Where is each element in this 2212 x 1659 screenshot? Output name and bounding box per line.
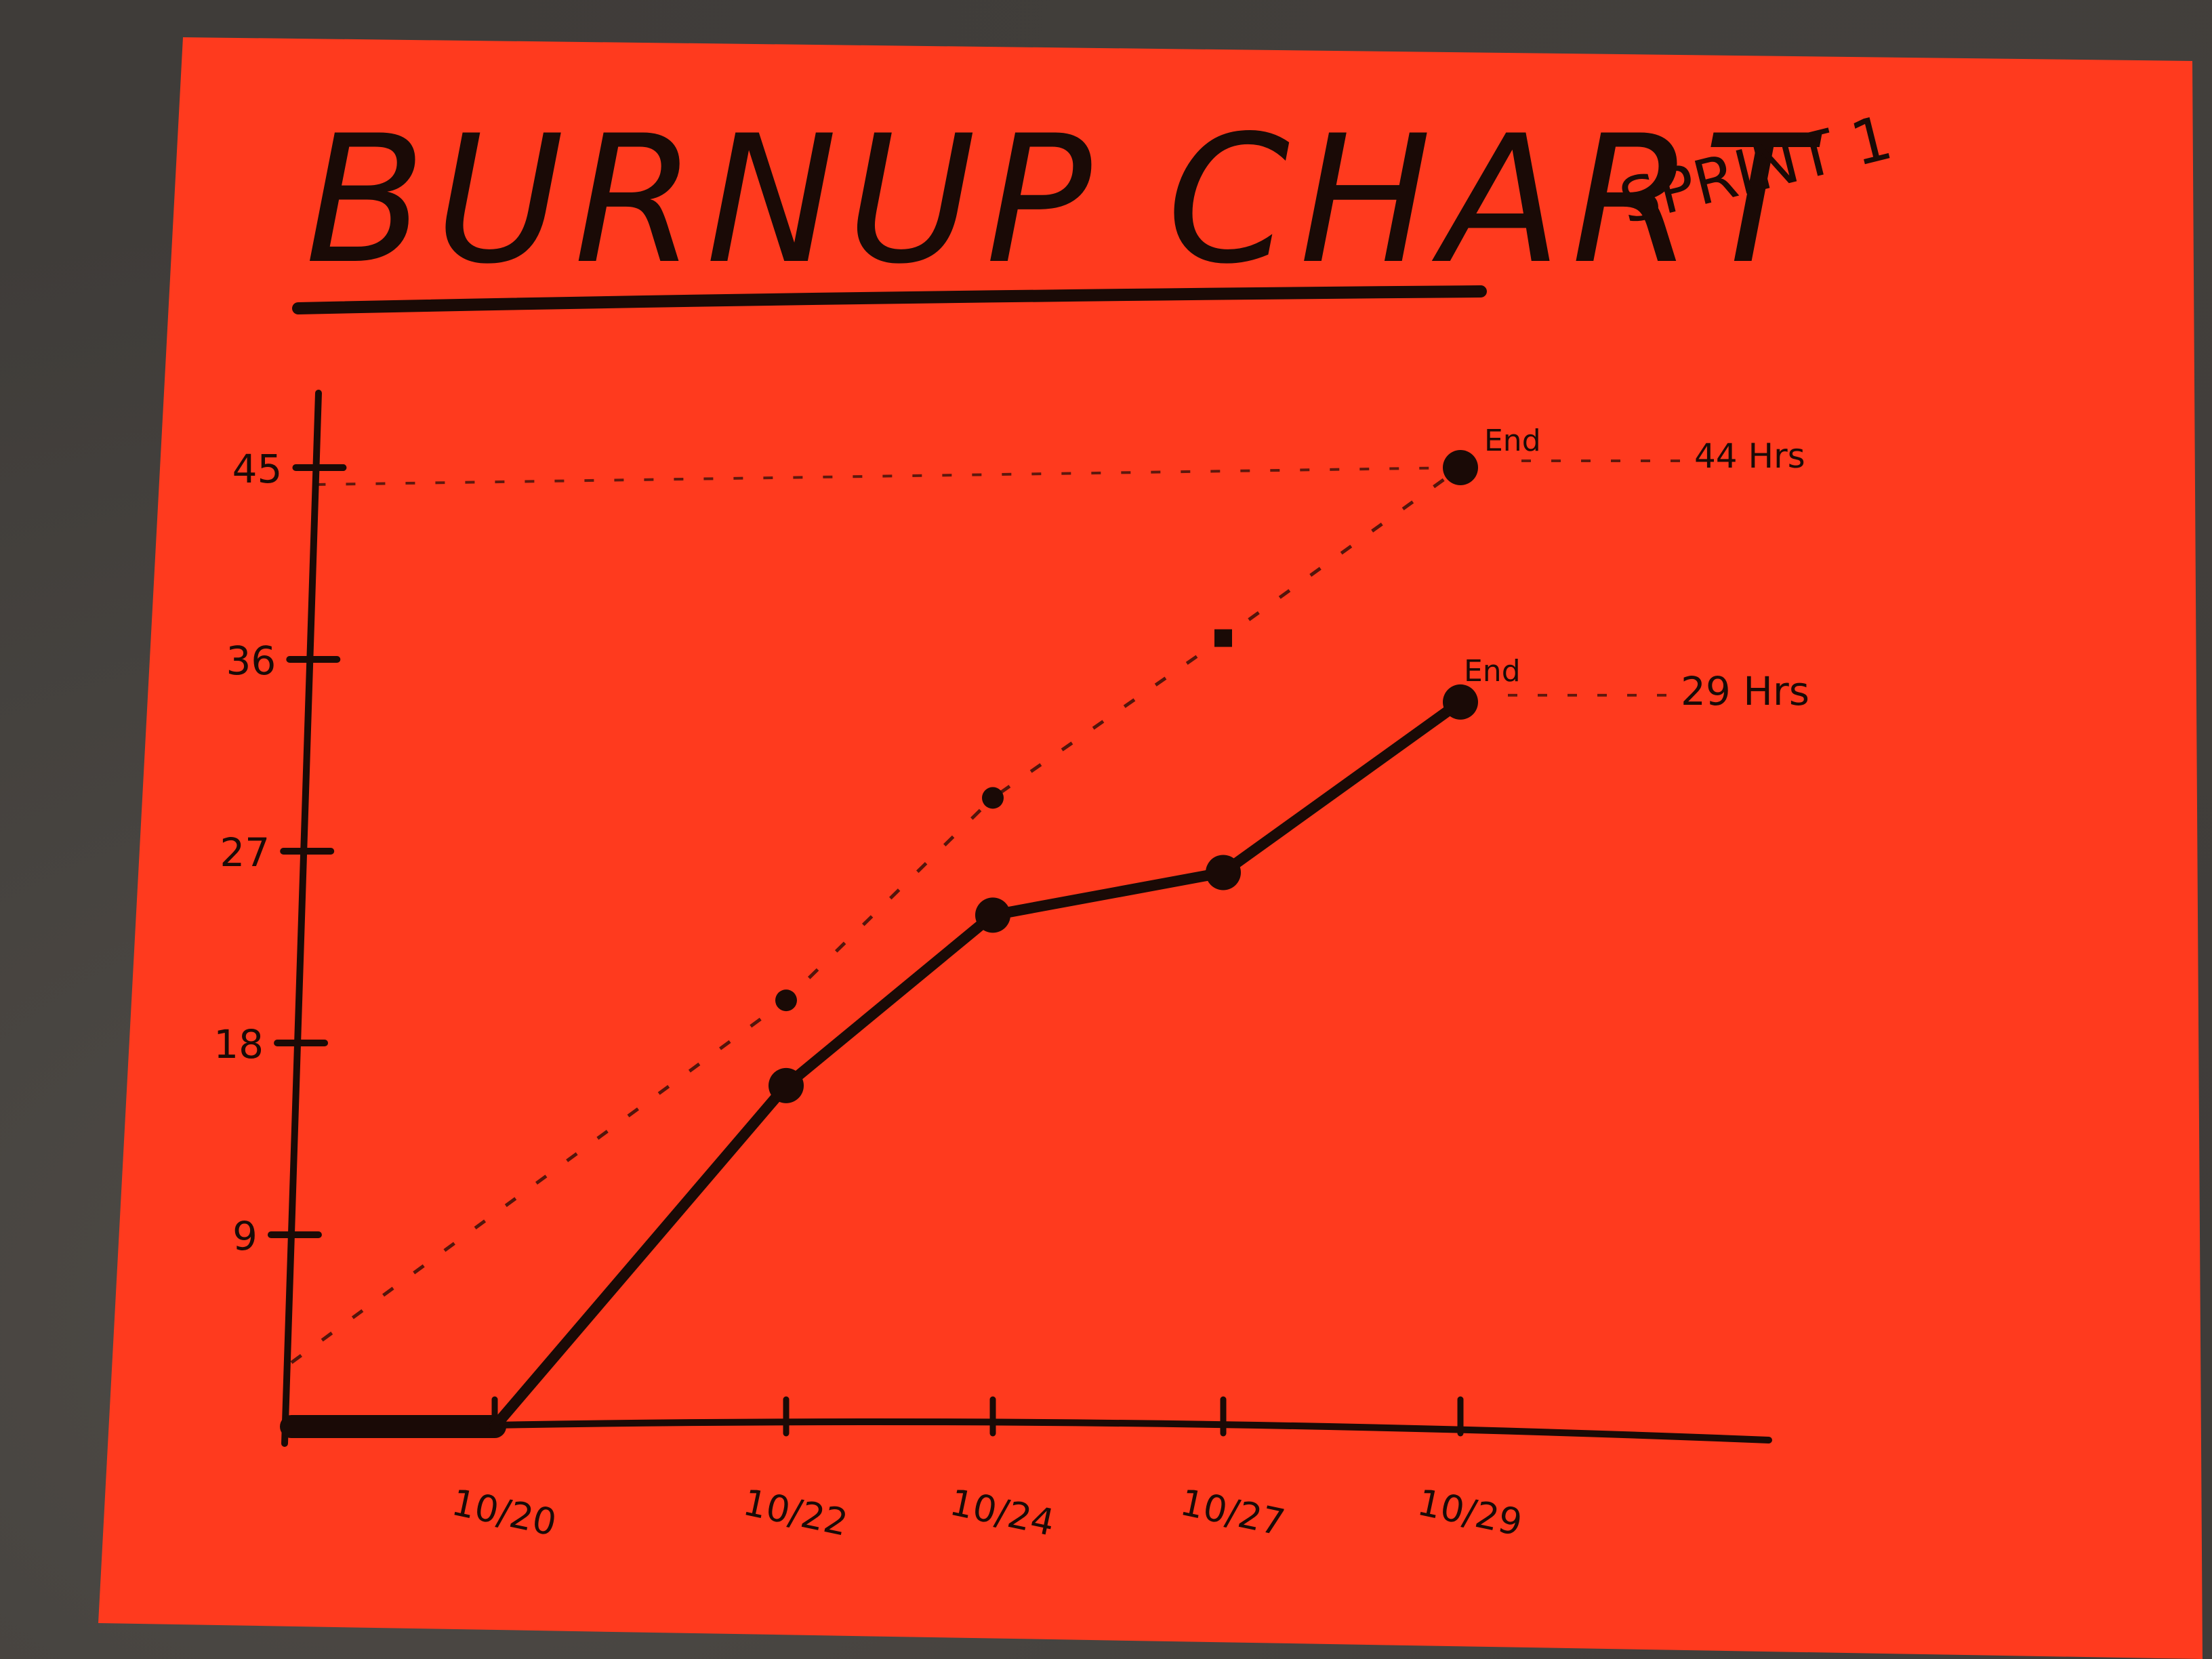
poster-paper bbox=[98, 37, 2203, 1659]
planned-data-point bbox=[775, 989, 797, 1012]
planned-end-label: End bbox=[1484, 424, 1541, 458]
chart-title: BURNUP CHART bbox=[305, 98, 1824, 303]
planned-data-point bbox=[1443, 450, 1478, 485]
y-tick-label: 9 bbox=[232, 1213, 258, 1259]
x-axis bbox=[281, 1418, 1772, 1443]
actual-end-label: End bbox=[1464, 654, 1521, 689]
actual-data-point bbox=[1206, 855, 1241, 890]
title-underline bbox=[292, 285, 1487, 314]
actual-data-point bbox=[769, 1067, 804, 1103]
actual-total-label: 29 Hrs bbox=[1681, 668, 1809, 714]
planned-data-point bbox=[982, 787, 1004, 809]
y-tick-label: 45 bbox=[232, 446, 283, 492]
data-point-group bbox=[769, 450, 1478, 1103]
y-tick-label: 18 bbox=[213, 1021, 264, 1067]
actual-data-point bbox=[1443, 684, 1478, 720]
actual-data-point bbox=[975, 897, 1010, 933]
planned-total-reference-line bbox=[316, 459, 1681, 486]
y-tick-label: 27 bbox=[220, 830, 270, 876]
y-tick-label: 36 bbox=[226, 638, 276, 684]
planned-data-point bbox=[1214, 629, 1232, 647]
planned-total-label: 44 Hrs bbox=[1694, 436, 1805, 476]
y-axis bbox=[281, 390, 322, 1447]
y-tick-group: 9 18 27 36 45 bbox=[213, 446, 347, 1259]
